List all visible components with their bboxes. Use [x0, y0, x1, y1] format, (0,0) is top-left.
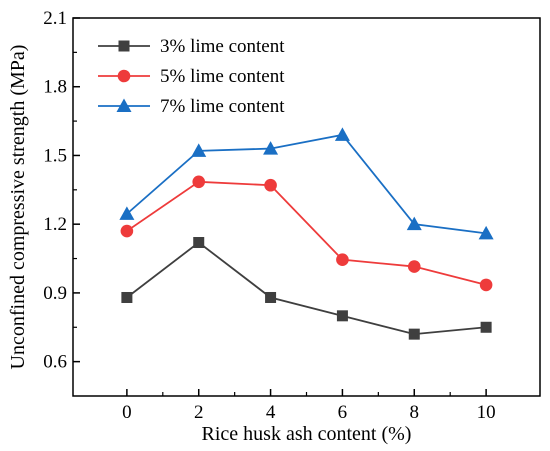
data-point	[408, 328, 420, 340]
series-triangle	[119, 127, 494, 240]
data-point	[191, 143, 207, 157]
series-layer	[119, 127, 494, 340]
data-point	[119, 206, 135, 220]
data-point	[263, 141, 279, 155]
series-line	[126, 241, 487, 336]
data-point	[480, 321, 492, 333]
series-line	[126, 180, 487, 286]
y-tick-labels: 0.6 0.9 1.2 1.5 1.8 2.1	[43, 8, 67, 373]
legend-label: 7% lime content	[160, 96, 285, 117]
series-circle	[120, 175, 493, 292]
y-tick-label: 0.6	[43, 352, 67, 373]
legend-marker	[118, 40, 130, 52]
y-tick-label: 1.8	[43, 77, 67, 98]
y-tick-label: 1.2	[43, 214, 67, 235]
x-tick-label: 8	[410, 402, 420, 423]
data-point	[193, 237, 205, 249]
data-point	[334, 127, 350, 141]
data-point	[407, 260, 421, 273]
data-point	[478, 225, 494, 240]
x-tick-labels: 0 2 4 6 8 10	[122, 402, 495, 423]
legend-marker	[116, 98, 132, 112]
data-point	[479, 278, 493, 292]
x-axis-title: Rice husk ash content (%)	[202, 423, 412, 445]
x-tick-label: 4	[266, 402, 276, 423]
plot-frame	[72, 17, 541, 397]
x-tick-label: 0	[122, 402, 132, 423]
y-axis-title: Unconfined compressive strength (MPa)	[7, 45, 29, 370]
legend-label: 5% lime content	[160, 66, 285, 87]
data-point	[336, 310, 348, 322]
y-tick-label: 2.1	[43, 8, 67, 29]
x-tick-label: 6	[338, 402, 348, 423]
y-tick-label: 0.9	[43, 283, 67, 304]
data-point	[336, 253, 349, 266]
series-line	[126, 133, 487, 235]
data-point	[406, 216, 422, 231]
y-tick-label: 1.5	[43, 145, 67, 166]
series-square	[121, 237, 492, 340]
data-point	[192, 175, 206, 189]
x-tick-label: 2	[194, 402, 204, 423]
legend-marker	[117, 69, 131, 83]
x-tick-label: 10	[477, 402, 496, 423]
data-point	[121, 291, 133, 303]
legend-label: 3% lime content	[160, 36, 285, 57]
legend: 3% lime content 5% lime content 7% lime co…	[98, 36, 285, 117]
data-point	[265, 291, 277, 303]
data-point	[120, 224, 134, 238]
data-point	[264, 178, 277, 192]
